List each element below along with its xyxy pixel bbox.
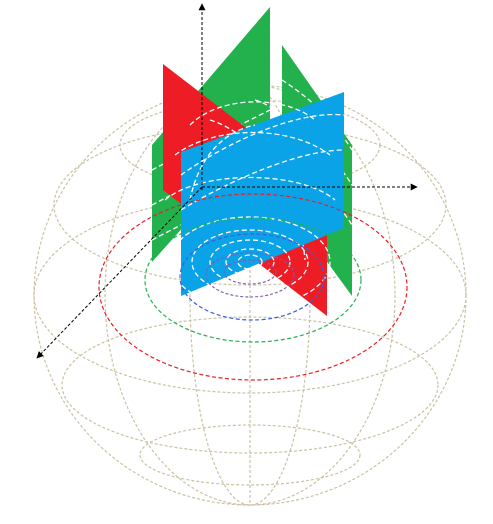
small-rings: [205, 252, 295, 298]
green-latitude-circle: [144, 217, 362, 343]
x-axis: [36, 186, 203, 359]
inner-rings: [164, 101, 336, 308]
red-latitude-circle: [98, 193, 408, 381]
blue-latitude-circle: [179, 233, 325, 321]
